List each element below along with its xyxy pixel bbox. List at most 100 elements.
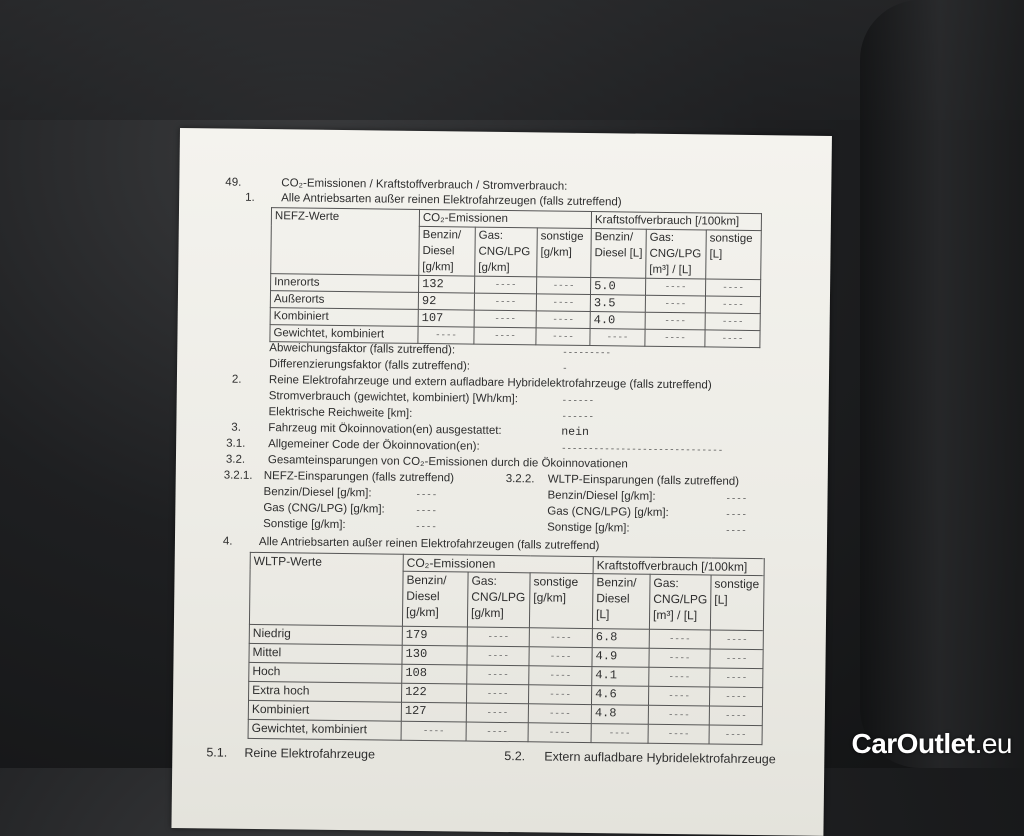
table-cell: 4.0 (590, 311, 646, 330)
car-seat-fold (860, 0, 1024, 768)
factor-value: --------- (562, 347, 611, 359)
table-cell: ---- (645, 312, 706, 330)
table-cell: 179 (402, 626, 468, 647)
item-text: Allgemeiner Code der Ökoinnovation(en): (268, 438, 480, 453)
item-number: 3. (231, 421, 242, 434)
field-label: Sonstige [g/km]: (547, 521, 630, 535)
item-number: 4. (222, 535, 233, 548)
table-cell: ---- (466, 665, 529, 685)
row-label: Mittel (248, 643, 403, 665)
column-header-text: Benzin/ Diesel [g/km] (422, 228, 462, 274)
field-value: ---- (415, 505, 438, 517)
column-header: Gas: CNG/LPG [g/km] (474, 227, 538, 277)
column-header: Gas: CNG/LPG [m³] / [L] (645, 229, 707, 279)
table-cell: ---- (467, 627, 530, 647)
table-corner-header: NEFZ-Werte (270, 207, 420, 276)
table-cell: ---- (648, 705, 710, 726)
row-label: Kombiniert (270, 307, 419, 327)
table-cell: ---- (474, 310, 537, 328)
watermark-tld: .eu (974, 728, 1013, 759)
table-cell: ---- (649, 629, 711, 650)
table-cell: 122 (401, 683, 467, 704)
table-cell: ---- (466, 703, 529, 723)
item-text: WLTP-Einsparungen (falls zutreffend) (547, 473, 740, 488)
table-cell: ---- (474, 276, 537, 294)
item-number: 5.2. (504, 749, 526, 764)
table-cell: ---- (648, 686, 710, 707)
item-number: 2. (231, 373, 242, 386)
table-cell: ---- (644, 329, 706, 347)
field-value: ---- (725, 525, 747, 536)
table-cell: ---- (591, 723, 649, 744)
factor-label: Differenzierungsfaktor (falls zutreffend… (269, 358, 471, 373)
table-cell: ---- (709, 706, 763, 726)
table-cell: ---- (589, 328, 646, 347)
column-header-text: sonstige [L] (714, 576, 760, 607)
field-value: ---- (725, 509, 747, 520)
table-cell: ---- (710, 630, 764, 650)
table-cell: ---- (536, 293, 591, 312)
table-cell: ---- (417, 326, 475, 345)
column-header: Benzin/ Diesel [L] (590, 228, 647, 279)
column-header-text: Benzin/ Diesel [g/km] (406, 572, 447, 620)
table-cell: ---- (528, 722, 592, 743)
table-cell: ---- (536, 276, 591, 295)
table-cell: ---- (473, 327, 537, 345)
table-cell: ---- (704, 329, 761, 348)
item-number: 1. (245, 191, 255, 204)
table-cell: ---- (709, 649, 764, 669)
table-cell: ---- (709, 687, 763, 707)
column-header: Gas: CNG/LPG [g/km] (467, 572, 531, 628)
table-cell: 4.6 (591, 685, 649, 706)
table-cell: 6.8 (592, 628, 650, 649)
table-cell: ---- (528, 646, 593, 667)
eco-code-value: ------------------------------ (561, 443, 724, 456)
table-cell: 92 (418, 292, 475, 311)
table-cell: ---- (705, 278, 761, 297)
caroutlet-watermark-logo: CarOutlet.eu (851, 728, 1012, 760)
table-cell: 4.8 (591, 704, 649, 725)
coc-document-page: 49. CO₂-Emissionen / Kraftstoffverbrauch… (171, 128, 832, 836)
column-header: Benzin/ Diesel [g/km] (418, 226, 476, 277)
factor-label: Abweichungsfaktor (falls zutreffend): (269, 342, 456, 357)
field-label: Gas (CNG/LPG) [g/km]: (547, 505, 669, 519)
table-cell: 130 (401, 645, 468, 666)
item-text: NEFZ-Einsparungen (falls zutreffend) (263, 470, 455, 485)
table-cell: ---- (709, 725, 763, 745)
column-header: Gas: CNG/LPG [m³] / [L] (649, 574, 712, 631)
column-header-text: Gas: CNG/LPG [m³] / [L] (649, 231, 702, 277)
table-cell: ---- (648, 667, 710, 688)
row-label: Hoch (248, 662, 402, 684)
wltp-table: WLTP-Werte CO₂-Emissionen Kraftstoffverbra… (248, 552, 765, 745)
table-cell: 132 (418, 275, 475, 294)
eco-innovation-value: nein (561, 425, 589, 440)
table-cell: ---- (528, 684, 592, 705)
factor-value: - (562, 363, 568, 374)
field-value: ---- (415, 521, 437, 533)
column-header: Benzin/ Diesel [L] (592, 573, 651, 630)
section-title: CO₂-Emissionen / Kraftstoffverbrauch / S… (281, 177, 568, 193)
field-label: Stromverbrauch (gewichtet, kombiniert) [… (268, 390, 519, 406)
table-cell: 127 (401, 702, 467, 723)
section-number: 49. (225, 176, 242, 189)
group-header-co2: CO₂-Emissionen (403, 554, 594, 574)
item-number: 3.2. (225, 453, 246, 466)
item-number: 3.2.1. (223, 469, 253, 482)
table-cell: ---- (645, 295, 706, 313)
field-value: ---- (415, 489, 438, 501)
car-seat-background (0, 0, 1024, 120)
table-cell: ---- (535, 327, 591, 346)
table-cell: ---- (466, 684, 529, 704)
table-cell: 4.1 (591, 666, 649, 687)
field-value: ------ (561, 411, 594, 423)
column-header-text: Gas: CNG/LPG [g/km] (478, 229, 531, 275)
nefz-table: NEFZ-Werte CO₂-Emissionen Kraftstoffverbra… (269, 207, 762, 348)
column-header-text: Gas: CNG/LPG [m³] / [L] (653, 575, 708, 623)
column-header: sonstige [g/km] (536, 227, 592, 278)
item-text: Gesamteinsparungen von CO₂-Emissionen du… (267, 454, 628, 471)
row-label: Kombiniert (248, 700, 402, 722)
table-cell: ---- (466, 722, 529, 742)
row-label: Außerorts (270, 290, 419, 310)
item-text: Reine Elektrofahrzeuge und extern auflad… (268, 374, 712, 392)
row-label: Gewichtet, kombiniert (248, 719, 402, 741)
